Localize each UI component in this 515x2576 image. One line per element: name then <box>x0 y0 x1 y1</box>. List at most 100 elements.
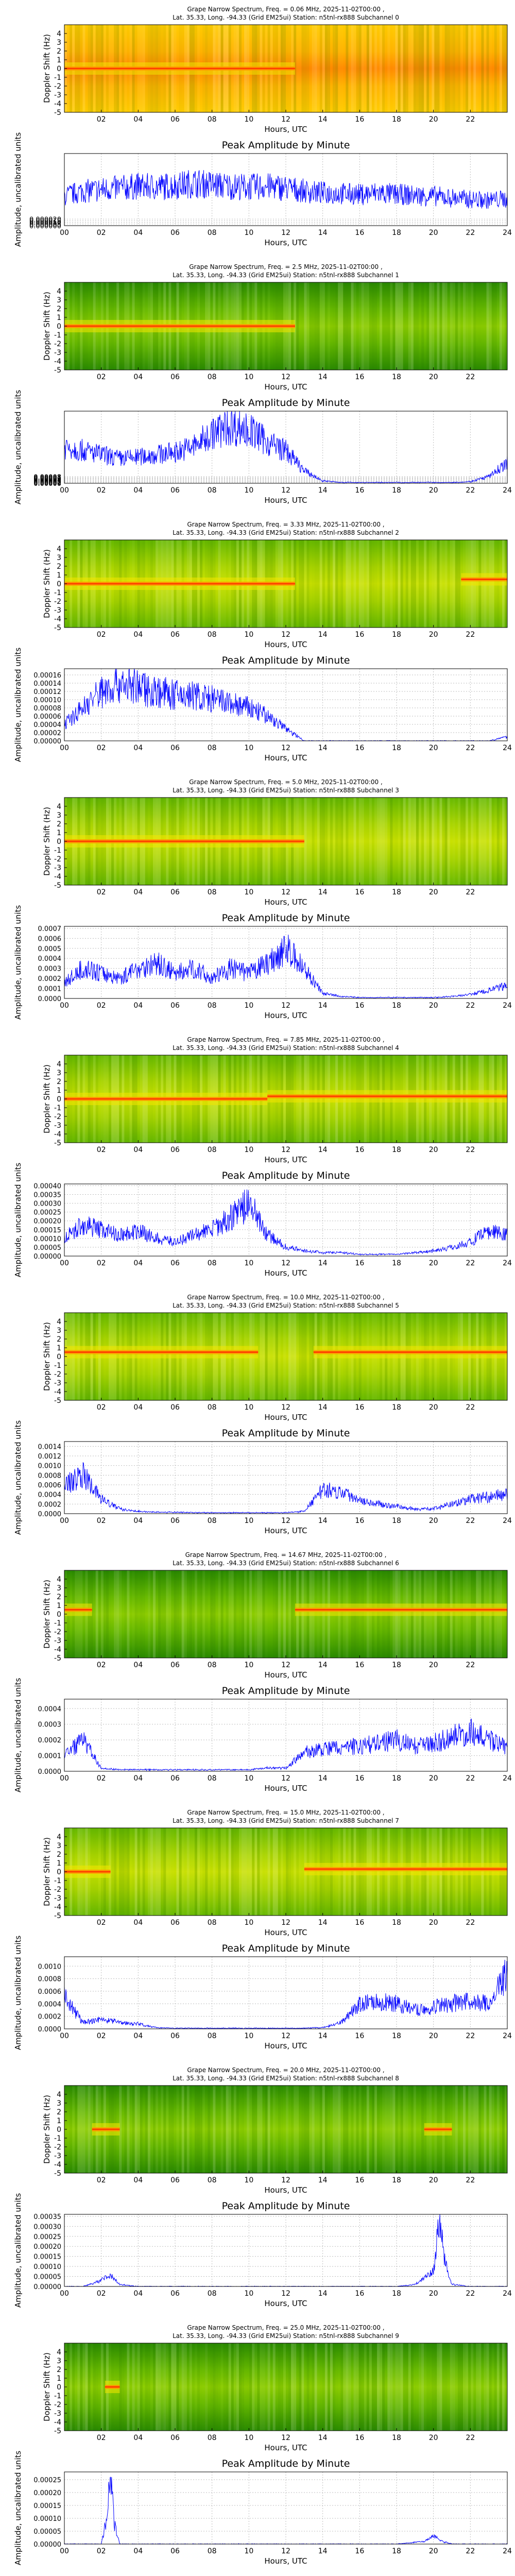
x-tick-label: 18 <box>392 631 401 639</box>
x-tick-label: 06 <box>170 1517 180 1525</box>
texture-stripe <box>322 282 325 370</box>
x-tick-label: 14 <box>318 115 328 124</box>
x-axis-label: Hours, UTC <box>264 1155 307 1164</box>
texture-stripe <box>434 798 437 885</box>
texture-stripe <box>494 2086 497 2173</box>
texture-stripe <box>327 2343 330 2431</box>
x-tick-label: 08 <box>208 1661 217 1669</box>
x-tick-label: 02 <box>97 486 106 495</box>
texture-stripe <box>166 2086 169 2173</box>
texture-stripe <box>150 2086 153 2173</box>
texture-stripe <box>158 2086 161 2173</box>
x-tick-label: 08 <box>208 2176 217 2184</box>
texture-stripe <box>275 1570 278 1658</box>
texture-stripe <box>343 282 346 370</box>
texture-stripe <box>254 2343 257 2431</box>
texture-stripe <box>265 2343 268 2431</box>
texture-stripe <box>72 2086 75 2173</box>
texture-stripe <box>116 1570 119 1658</box>
texture-stripe <box>134 1570 138 1658</box>
y-tick-label: -3 <box>54 2152 61 2160</box>
texture-stripe <box>296 282 299 370</box>
x-tick-label: 14 <box>318 2032 328 2040</box>
texture-stripe <box>288 1570 291 1658</box>
texture-stripe <box>387 2343 390 2431</box>
texture-stripe <box>421 2343 424 2431</box>
x-tick-label: 08 <box>208 2547 217 2555</box>
y-tick-label: 0.00007 <box>33 474 61 482</box>
texture-stripe <box>468 25 471 112</box>
texture-stripe <box>335 540 338 628</box>
texture-stripe <box>161 1570 164 1658</box>
amplitude-title: Peak Amplitude by Minute <box>222 140 350 151</box>
texture-stripe <box>366 540 369 628</box>
texture-stripe <box>408 540 411 628</box>
x-tick-label: 14 <box>318 2547 328 2555</box>
texture-stripe <box>140 1828 143 1916</box>
texture-stripe <box>299 1313 302 1400</box>
texture-stripe <box>457 282 460 370</box>
texture-stripe <box>416 540 419 628</box>
texture-stripe <box>238 1570 242 1658</box>
y-tick-label: 0.00020 <box>33 1218 61 1226</box>
texture-stripe <box>504 798 507 885</box>
y-tick-label: 3 <box>57 2357 61 2365</box>
signal-core <box>295 1609 507 1611</box>
texture-stripe <box>244 2343 247 2431</box>
texture-stripe <box>135 2343 138 2431</box>
texture-stripe <box>390 2343 393 2431</box>
texture-stripe <box>129 1828 132 1916</box>
x-tick-label: 18 <box>392 2032 401 2040</box>
signal-core <box>92 2128 120 2130</box>
texture-stripe <box>380 25 383 112</box>
texture-stripe <box>413 540 416 628</box>
texture-stripe <box>351 2086 354 2173</box>
spectrum-chart-7: Grape Narrow Spectrum, Freq. = 15.0 MHz,… <box>42 1809 508 1937</box>
x-tick-label: 06 <box>170 1919 180 1927</box>
spectrum-chart-1: Grape Narrow Spectrum, Freq. = 2.5 MHz, … <box>42 263 508 392</box>
signal-core <box>313 1351 507 1353</box>
x-tick-label: 22 <box>466 2547 475 2555</box>
texture-stripe <box>171 2086 174 2173</box>
texture-stripe <box>283 2086 286 2173</box>
texture-stripe <box>124 2086 127 2173</box>
texture-stripe <box>424 25 427 112</box>
amplitude-chart-3: Peak Amplitude by Minute 00 02 04 06 08 10 12 14… <box>13 905 512 1020</box>
x-tick-label: 10 <box>244 1403 253 1412</box>
x-tick-label: 02 <box>97 1661 106 1669</box>
y-tick-label: -2 <box>54 598 61 606</box>
y-tick-label: 0.0000 <box>38 1768 62 1776</box>
texture-stripe <box>306 2086 310 2173</box>
spectrum-title-line1: Grape Narrow Spectrum, Freq. = 0.06 MHz,… <box>187 6 384 13</box>
texture-stripe <box>400 798 403 885</box>
amplitude-chart-7: Peak Amplitude by Minute 00 02 04 06 08 10 12 14… <box>13 1936 512 2050</box>
y-tick-label: 4 <box>57 287 61 296</box>
y-tick-label: 0.00010 <box>33 2263 61 2271</box>
texture-stripe <box>254 2086 258 2173</box>
texture-stripe <box>236 2343 239 2431</box>
texture-stripe <box>181 1828 184 1916</box>
y-axis-label: Amplitude, uncalibrated units <box>13 648 23 762</box>
x-tick-label: 24 <box>503 1002 512 1010</box>
x-tick-label: 16 <box>355 2434 364 2442</box>
texture-stripe <box>478 2343 482 2431</box>
texture-stripe <box>221 2343 224 2431</box>
texture-stripe <box>324 798 328 885</box>
texture-stripe <box>392 282 396 370</box>
texture-stripe <box>340 25 343 112</box>
y-axis-label: Doppler Shift (Hz) <box>42 1837 52 1906</box>
x-tick-label: 08 <box>208 631 217 639</box>
y-tick-label: 3 <box>57 2099 61 2108</box>
texture-stripe <box>213 1828 216 1916</box>
texture-stripe <box>405 2343 408 2431</box>
y-tick-label: 1 <box>57 1344 61 1352</box>
texture-stripe <box>453 2086 455 2173</box>
texture-stripe <box>432 282 435 370</box>
spectrum-title-line1: Grape Narrow Spectrum, Freq. = 5.0 MHz, … <box>189 778 383 786</box>
texture-stripe <box>392 25 395 112</box>
y-tick-label: 0.00035 <box>33 2213 61 2221</box>
y-tick-label: -1 <box>54 74 61 82</box>
texture-stripe <box>364 282 367 370</box>
texture-stripe <box>192 1828 195 1916</box>
x-tick-label: 06 <box>170 744 180 752</box>
